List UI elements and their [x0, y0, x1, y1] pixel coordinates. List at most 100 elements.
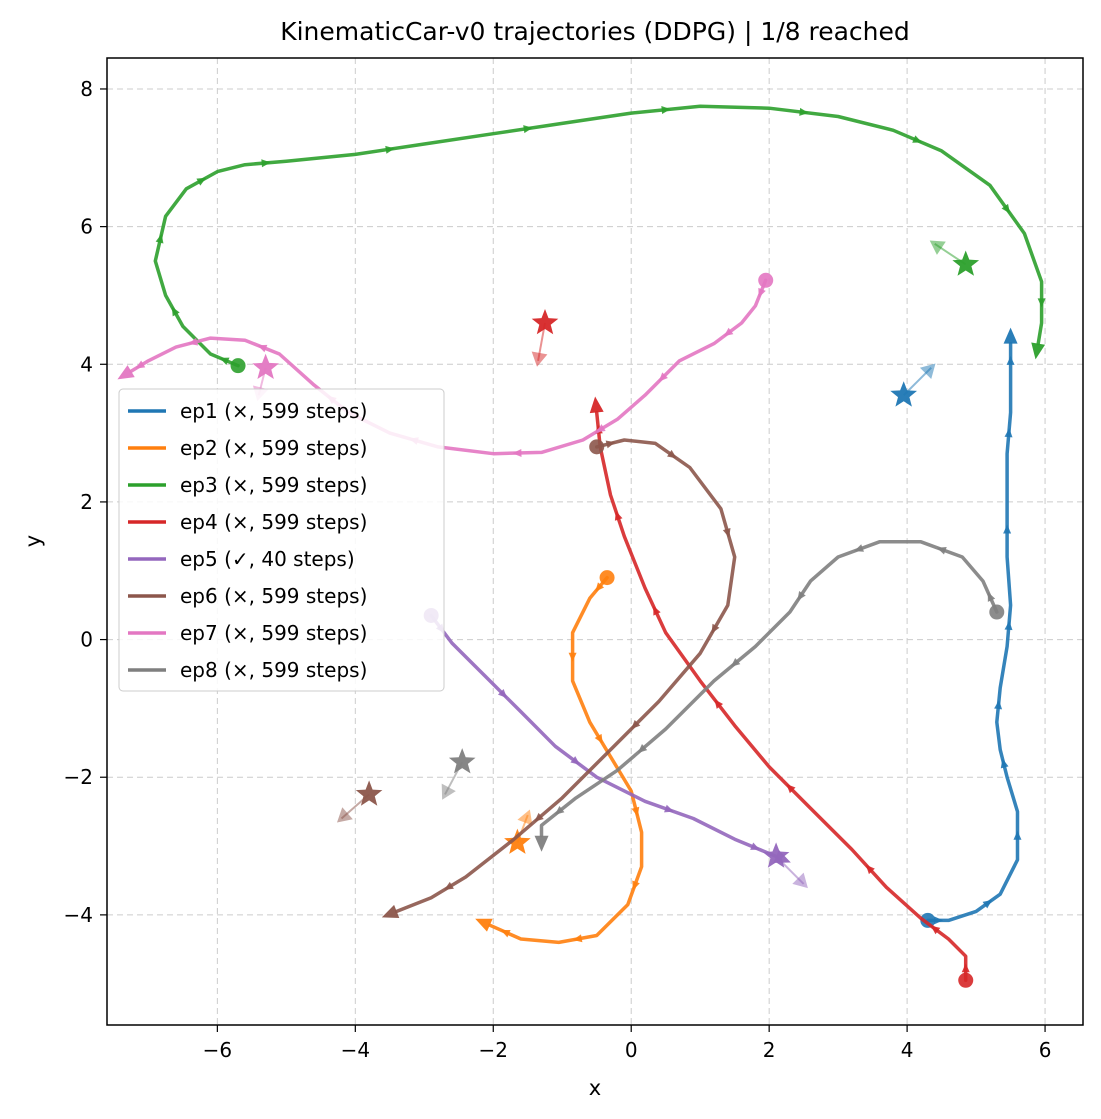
chart-title: KinematicCar-v0 trajectories (DDPG) | 1/…	[280, 17, 910, 46]
legend-label-ep7: ep7 (×, 599 steps)	[180, 621, 367, 645]
end-arrow-ep1	[1003, 327, 1018, 344]
trajectories	[117, 104, 1046, 988]
legend-label-ep5: ep5 (✓, 40 steps)	[180, 547, 355, 571]
direction-arrow-ep2	[594, 733, 603, 744]
direction-arrow-ep5	[664, 804, 674, 813]
direction-arrow-ep3	[219, 357, 230, 366]
direction-arrow-ep7	[723, 327, 734, 337]
y-tick-label: 0	[80, 628, 93, 652]
start-marker-ep3	[230, 358, 246, 374]
legend-box	[118, 388, 445, 692]
trajectory-line-ep1	[926, 341, 1020, 923]
direction-arrow-ep1	[1004, 428, 1013, 438]
legend-label-ep3: ep3 (×, 599 steps)	[180, 473, 367, 497]
direction-arrow-ep1	[1006, 355, 1015, 365]
legend-label-ep2: ep2 (×, 599 steps)	[180, 436, 367, 460]
direction-arrow-ep3	[661, 106, 671, 114]
start-marker-ep8	[989, 604, 1005, 620]
end-arrow-ep2	[475, 918, 493, 932]
legend-label-ep8: ep8 (×, 599 steps)	[180, 658, 367, 682]
trajectory-line-ep2	[488, 575, 644, 945]
direction-arrow-ep3	[523, 125, 533, 134]
x-tick-label: 4	[901, 1038, 914, 1062]
legend-label-ep4: ep4 (×, 599 steps)	[180, 510, 367, 534]
direction-arrow-ep7	[257, 344, 268, 353]
direction-arrow-ep7	[135, 360, 146, 369]
legend-label-ep1: ep1 (×, 599 steps)	[180, 399, 367, 423]
direction-arrow-ep1	[934, 916, 944, 925]
direction-arrow-ep6	[534, 812, 544, 822]
start-marker-ep7	[758, 272, 774, 288]
direction-arrow-ep6	[722, 527, 731, 538]
direction-arrow-ep3	[196, 177, 207, 186]
y-tick-label: 4	[80, 352, 93, 376]
axis-ticks: −6 −4 −2 0 2 4 6 −4 −2 0 2 4 6 8	[64, 77, 1052, 1062]
direction-arrow-ep1	[994, 699, 1003, 710]
start-marker-ep2	[599, 570, 615, 586]
direction-arrow-ep2	[595, 582, 605, 592]
goal-star-ep5	[762, 842, 790, 868]
direction-arrow-ep5	[497, 688, 508, 699]
direction-arrow-ep6	[631, 719, 641, 730]
goal-star-ep8	[448, 748, 476, 774]
goal-heading-arrow-ep3	[929, 240, 946, 255]
direction-arrow-ep8	[854, 544, 864, 552]
direction-arrow-ep4	[930, 925, 941, 935]
goal-star-ep3	[952, 250, 980, 276]
direction-arrow-ep7	[512, 448, 522, 457]
legend-label-ep6: ep6 (×, 599 steps)	[180, 584, 367, 608]
direction-arrow-ep4	[865, 864, 875, 875]
goal-star-ep7	[252, 353, 279, 379]
direction-arrow-ep5	[570, 756, 581, 765]
start-marker-ep4	[958, 972, 974, 988]
direction-arrow-ep1	[1013, 830, 1022, 840]
direction-arrow-ep8	[936, 547, 947, 555]
y-tick-label: 8	[80, 77, 93, 101]
direction-arrow-ep8	[730, 658, 741, 667]
y-tick-label: 6	[80, 215, 93, 239]
trajectory-line-ep7	[129, 278, 768, 456]
goal-star-ep1	[890, 381, 917, 407]
trajectory-line-ep3	[153, 104, 1044, 368]
y-tick-label: −4	[64, 903, 93, 927]
legend: ep1 (×, 599 steps) ep2 (×, 599 steps) ep3 …	[118, 388, 445, 692]
direction-arrow-ep7	[595, 424, 606, 433]
direction-arrow-ep5	[750, 842, 760, 850]
goal-heading-arrow-ep6	[336, 807, 353, 823]
x-axis-label: x	[589, 1076, 601, 1100]
x-tick-label: 0	[625, 1038, 638, 1062]
direction-arrow-ep6	[711, 623, 720, 634]
goal-heading-arrow-ep4	[531, 351, 548, 367]
end-arrow-ep7	[117, 365, 135, 380]
goal-heading-arrow-ep5	[792, 872, 808, 889]
trajectory-line-ep8	[539, 540, 999, 838]
goal-heading-arrow-ep1	[919, 363, 936, 380]
direction-arrow-ep2	[500, 930, 511, 938]
end-arrow-ep8	[534, 835, 549, 852]
direction-arrow-ep4	[614, 510, 623, 521]
direction-arrow-ep3	[385, 145, 395, 154]
direction-arrow-ep3	[1037, 298, 1046, 308]
direction-arrow-ep4	[786, 784, 796, 794]
direction-arrow-ep1	[1003, 524, 1012, 534]
goal-heading-arrow-ep2	[517, 809, 533, 826]
y-tick-label: 2	[80, 490, 93, 514]
x-tick-label: −6	[203, 1038, 232, 1062]
goal-star-ep2	[504, 828, 531, 854]
end-arrow-ep4	[589, 396, 604, 414]
direction-arrow-ep1	[1004, 620, 1013, 631]
goal-star-ep6	[355, 780, 383, 806]
x-tick-label: −4	[341, 1038, 370, 1062]
goal-heading-arrow-ep8	[441, 783, 456, 800]
direction-arrow-ep1	[982, 899, 993, 909]
direction-arrow-ep8	[554, 806, 565, 815]
direction-arrow-ep2	[631, 806, 640, 817]
x-tick-label: −2	[479, 1038, 508, 1062]
direction-arrow-ep4	[714, 699, 724, 709]
direction-arrow-ep8	[797, 591, 806, 601]
direction-arrow-ep1	[1000, 758, 1009, 769]
direction-arrow-ep4	[961, 963, 970, 973]
direction-arrow-ep6	[667, 449, 677, 459]
x-tick-label: 6	[1039, 1038, 1052, 1062]
